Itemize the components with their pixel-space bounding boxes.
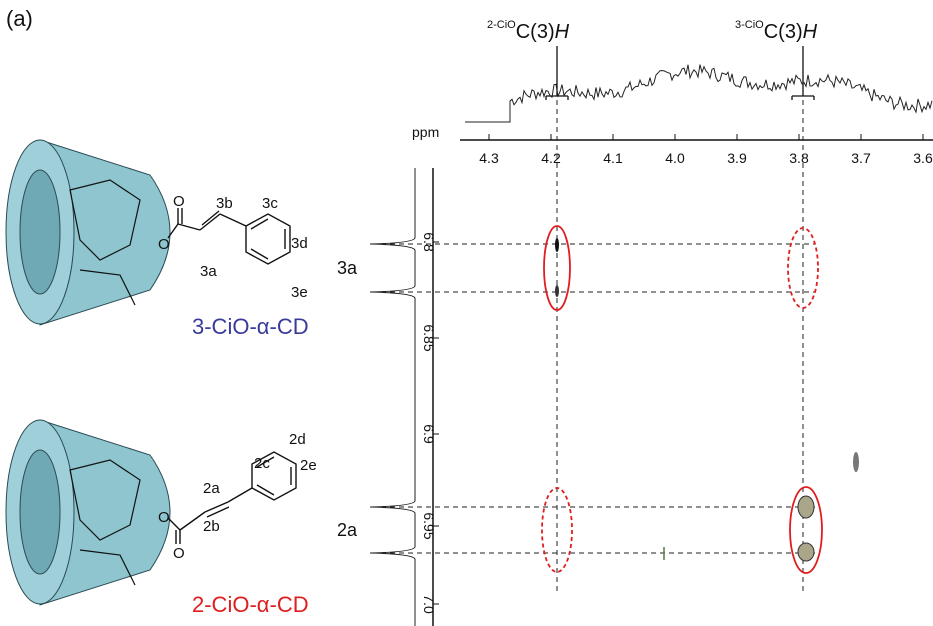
cross-peaks: [555, 238, 859, 562]
atom-label: 2a: [203, 480, 220, 497]
x-unit: ppm: [412, 124, 439, 140]
annotation-prefix: 3-CiO: [735, 19, 764, 31]
atom-label: O: [173, 545, 185, 562]
annotation-prefix: 2-CiO: [487, 19, 516, 31]
atom-label: 2e: [300, 457, 317, 474]
atom-label: 2d: [289, 431, 306, 448]
atom-label: 2b: [203, 518, 220, 535]
x-tick-label: 4.2: [541, 150, 561, 166]
annotation: 3-CiOC(3)H: [735, 19, 818, 43]
annotation: 2-CiOC(3)H: [487, 19, 570, 43]
peak-label: 3a: [337, 258, 358, 278]
highlight-ellipses: [541, 225, 823, 574]
atom-label: 3c: [262, 195, 278, 212]
annotation-italic: H: [555, 21, 570, 43]
top-spectrum: [465, 64, 933, 123]
panel-label: (a): [6, 6, 33, 31]
y-tick-label: 6.85: [421, 324, 437, 351]
x-tick-label: 4.3: [479, 150, 499, 166]
atom-label: 3b: [216, 195, 233, 212]
atom-label: 2c: [254, 455, 270, 472]
x-tick-label: 3.9: [727, 150, 747, 166]
y-tick-label: 6.8: [421, 232, 437, 252]
y-tick-label: 7.0: [421, 594, 437, 614]
cinnamoyl: [167, 208, 291, 265]
peak-label: 2a: [337, 520, 358, 540]
atom-label: O: [158, 509, 170, 526]
left-spectrum: [369, 168, 416, 626]
atom-label: 3a: [200, 263, 217, 280]
cyclodextrin: [5, 419, 171, 606]
cyclodextrin: [5, 139, 171, 326]
guides: [372, 100, 815, 592]
molecule-name: 3-CiO-α-CD: [192, 314, 309, 339]
annotation-main: C(3): [516, 21, 555, 43]
x-tick-label: 4.1: [603, 150, 623, 166]
x-tick-label: 4.0: [665, 150, 685, 166]
atom-label: O: [173, 193, 185, 210]
annotation-italic: H: [803, 21, 818, 43]
cinnamoyl: [167, 451, 297, 544]
annotation-main: C(3): [764, 21, 803, 43]
atom-label: 3d: [291, 235, 308, 252]
x-tick-label: 3.8: [789, 150, 809, 166]
molecule-name: 2-CiO-α-CD: [192, 592, 309, 617]
y-tick-label: 6.95: [421, 512, 437, 539]
atom-label: 3e: [291, 284, 308, 301]
x-tick-label: 3.6: [913, 150, 933, 166]
x-tick-label: 3.7: [851, 150, 871, 166]
y-tick-label: 6.9: [421, 424, 437, 444]
atom-label: O: [158, 236, 170, 253]
